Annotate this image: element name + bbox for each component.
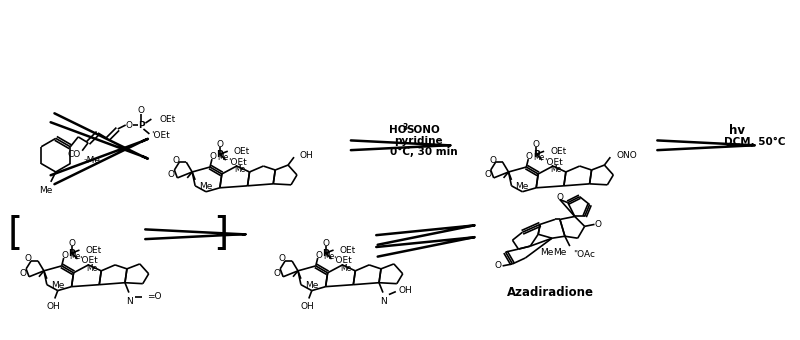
Text: OH: OH xyxy=(398,286,413,295)
Text: Me: Me xyxy=(323,252,334,261)
Text: ₂Me: ₂Me xyxy=(83,156,100,165)
Text: hv: hv xyxy=(729,124,745,137)
Text: [: [ xyxy=(8,215,23,253)
Text: O: O xyxy=(138,106,145,115)
Text: HO: HO xyxy=(389,125,406,135)
Text: OH: OH xyxy=(301,303,314,311)
Text: O: O xyxy=(25,254,31,264)
Text: Me: Me xyxy=(86,265,98,273)
Text: Me: Me xyxy=(305,281,318,290)
Text: 3: 3 xyxy=(402,123,408,133)
Text: N: N xyxy=(126,296,134,306)
Text: O: O xyxy=(20,269,26,278)
Text: Me: Me xyxy=(515,182,529,191)
Text: O: O xyxy=(210,152,217,161)
Text: O: O xyxy=(68,239,75,248)
Text: P: P xyxy=(68,249,75,257)
Text: SONO: SONO xyxy=(406,125,441,135)
Text: Me: Me xyxy=(534,153,545,162)
Text: Me: Me xyxy=(199,182,213,191)
Text: OEt: OEt xyxy=(234,147,250,156)
Text: O: O xyxy=(557,193,563,202)
Text: pyridine: pyridine xyxy=(394,136,442,146)
Text: O: O xyxy=(490,156,496,165)
Text: Me: Me xyxy=(39,186,53,195)
Text: Me: Me xyxy=(540,248,554,257)
Text: Me: Me xyxy=(51,281,64,290)
Text: Me: Me xyxy=(218,153,229,162)
Text: OEt: OEt xyxy=(159,115,175,123)
Text: OEt: OEt xyxy=(550,147,566,156)
Text: OH: OH xyxy=(47,303,61,311)
Text: O: O xyxy=(216,140,223,149)
Text: OEt: OEt xyxy=(339,245,356,255)
Text: O: O xyxy=(322,239,329,248)
Text: Me: Me xyxy=(554,248,566,257)
Text: DCM, 50°C: DCM, 50°C xyxy=(724,137,786,147)
Text: P: P xyxy=(217,150,223,159)
Text: Me: Me xyxy=(234,166,246,174)
Text: N: N xyxy=(381,296,387,306)
Text: O: O xyxy=(494,261,501,270)
Text: O: O xyxy=(533,140,540,149)
Text: P: P xyxy=(138,120,145,130)
Text: O: O xyxy=(61,251,68,259)
Text: 0°C, 30 min: 0°C, 30 min xyxy=(390,147,458,157)
Text: 'OEt: 'OEt xyxy=(151,131,170,140)
Text: O: O xyxy=(526,152,533,161)
Text: 'OEt: 'OEt xyxy=(334,256,352,266)
Text: 'OEt: 'OEt xyxy=(228,158,246,167)
Text: P: P xyxy=(322,249,329,257)
Text: O: O xyxy=(278,254,286,264)
Text: ONO: ONO xyxy=(616,151,637,160)
Text: OH: OH xyxy=(300,151,314,160)
Text: O: O xyxy=(595,220,602,229)
Text: Me: Me xyxy=(340,265,351,273)
Text: 'OEt: 'OEt xyxy=(79,256,98,266)
Text: Me: Me xyxy=(69,252,80,261)
Text: O: O xyxy=(484,170,491,180)
Text: O: O xyxy=(315,251,322,259)
Text: O: O xyxy=(173,156,180,165)
Text: =O: =O xyxy=(146,292,162,301)
Text: Me: Me xyxy=(550,166,562,174)
Text: OEt: OEt xyxy=(86,245,102,255)
Text: O: O xyxy=(274,269,281,278)
Text: "OAc: "OAc xyxy=(573,250,594,259)
Text: O: O xyxy=(168,170,175,180)
Text: O: O xyxy=(125,120,132,130)
Text: CO: CO xyxy=(68,150,81,159)
Text: Azadiradione: Azadiradione xyxy=(506,286,594,299)
Text: 'OEt: 'OEt xyxy=(544,158,563,167)
Text: P: P xyxy=(533,150,539,159)
Text: ]: ] xyxy=(214,215,229,253)
